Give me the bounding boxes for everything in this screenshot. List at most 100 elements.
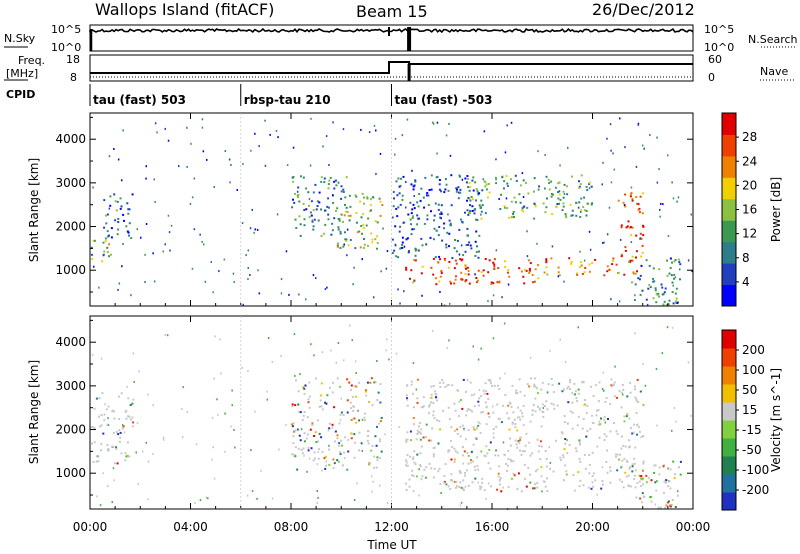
power-cell (610, 181, 613, 184)
velocity-cell (606, 471, 609, 474)
velocity-cell (578, 441, 581, 444)
power-cell (537, 188, 540, 191)
power-cell (526, 255, 529, 258)
power-cell (469, 244, 472, 247)
velocity-cell (631, 465, 634, 468)
velocity-cell (638, 430, 641, 433)
velocity-cell (588, 454, 591, 456)
velocity-cell (542, 415, 545, 418)
velocity-cell (571, 411, 574, 414)
velocity-cell (456, 432, 459, 435)
power-cell (308, 216, 311, 219)
velocity-cell (637, 426, 640, 429)
velocity-cell (492, 428, 495, 430)
velocity-cell (577, 415, 580, 418)
velocity-cell (454, 486, 457, 489)
velocity-cell (619, 453, 621, 456)
power-cell (503, 205, 506, 208)
power-cell (513, 196, 516, 199)
power-cell (118, 282, 121, 285)
velocity-cell (461, 487, 464, 490)
velocity-cell (314, 431, 317, 434)
power-cell (326, 205, 329, 208)
power-cell (342, 191, 345, 193)
velocity-cell (635, 411, 638, 414)
velocity-cell (545, 477, 548, 480)
velocity-cell (612, 384, 615, 387)
velocity-cell (671, 326, 674, 329)
velocity-cell (93, 407, 96, 410)
power-cell (104, 237, 107, 240)
power-cell (476, 190, 479, 193)
velocity-cell (457, 415, 460, 418)
velocity-cell (291, 405, 294, 408)
velocity-cell (428, 439, 431, 442)
power-cell (588, 181, 591, 184)
velocity-cell (428, 404, 431, 406)
velocity-cell (325, 402, 328, 405)
power-cell (293, 201, 296, 204)
velocity-cell (642, 403, 645, 406)
power-cell (333, 187, 336, 190)
velocity-cell (147, 393, 149, 396)
power-cell (372, 296, 375, 299)
velocity-cell (594, 479, 597, 482)
power-cell (312, 274, 315, 277)
velocity-cell (638, 474, 641, 477)
power-cell (320, 180, 323, 183)
power-cell (537, 277, 540, 280)
velocity-cell (116, 462, 119, 465)
velocity-cell (303, 392, 306, 395)
power-cell (641, 212, 644, 215)
power-cell (674, 259, 677, 261)
velocity-cell (125, 417, 128, 420)
power-cell (495, 182, 498, 185)
power-cell (451, 257, 454, 260)
velocity-cell (113, 410, 116, 413)
power-cell (167, 139, 170, 142)
power-cell (224, 150, 227, 152)
power-cell (453, 267, 456, 270)
velocity-cell (640, 436, 643, 439)
velocity-cell (627, 474, 630, 477)
power-cell (601, 183, 603, 186)
velocity-cell (416, 397, 419, 400)
power-cell (401, 236, 404, 239)
velocity-cell (591, 451, 594, 454)
velocity-cell (361, 418, 364, 421)
power-cell (199, 233, 201, 236)
power-cell (168, 231, 171, 234)
velocity-cell (316, 463, 319, 465)
power-cell (448, 122, 450, 125)
power-cell (186, 126, 188, 129)
velocity-cell (634, 388, 636, 391)
velocity-cell (626, 395, 629, 398)
velocity-cell (405, 461, 408, 464)
power-cell (106, 230, 109, 233)
velocity-cell (601, 480, 604, 482)
power-cell (344, 204, 346, 206)
velocity-cell (625, 475, 628, 478)
power-cell (563, 280, 565, 283)
velocity-cell (420, 432, 422, 435)
velocity-cell (333, 406, 336, 409)
power-cell (253, 231, 255, 234)
velocity-cell (542, 480, 545, 483)
velocity-cell (561, 432, 564, 435)
velocity-cell (380, 450, 383, 453)
velocity-cell (560, 431, 563, 434)
velocity-cell (418, 431, 421, 434)
velocity-cell (438, 420, 441, 423)
power-cell (311, 219, 314, 222)
velocity-cell (405, 482, 408, 485)
velocity-cell (302, 414, 305, 417)
vel-cbar-swatch (722, 402, 736, 421)
power-cell (493, 258, 496, 261)
velocity-cell (306, 416, 309, 419)
velocity-cell (316, 502, 318, 504)
power-cell (438, 255, 441, 258)
power-cell (624, 246, 627, 249)
power-cell (637, 208, 640, 211)
velocity-cell (662, 491, 665, 494)
